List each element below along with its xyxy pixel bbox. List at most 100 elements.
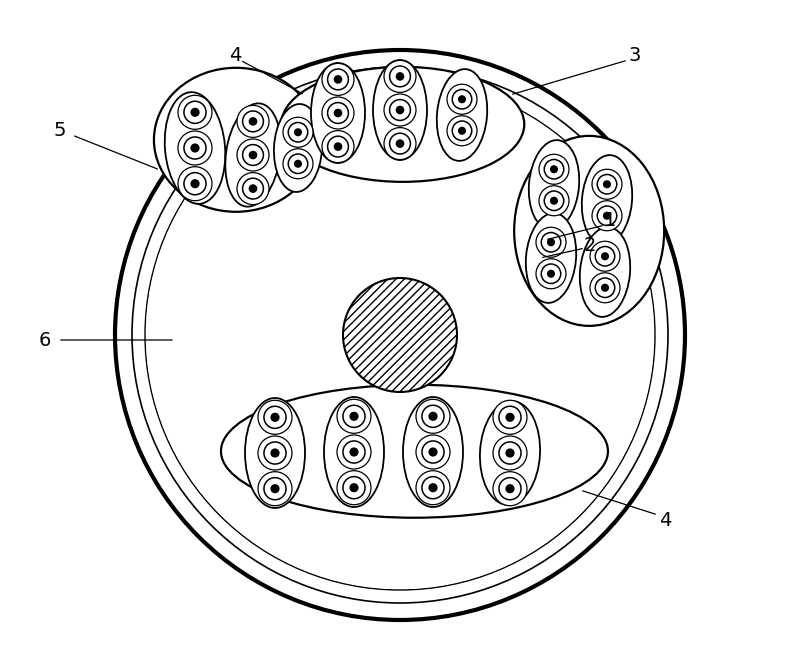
Ellipse shape [165,92,226,204]
Circle shape [601,284,609,292]
Circle shape [343,405,365,428]
Circle shape [337,399,371,434]
Circle shape [350,448,358,457]
Circle shape [190,143,199,152]
Circle shape [264,406,286,428]
Text: 2: 2 [584,235,596,255]
Circle shape [493,400,527,434]
Circle shape [270,412,279,422]
Circle shape [422,405,444,428]
Circle shape [458,127,466,135]
Circle shape [270,448,279,457]
Circle shape [452,121,472,141]
Circle shape [536,227,566,257]
Circle shape [350,412,358,421]
Circle shape [184,137,206,159]
Ellipse shape [580,227,630,317]
Circle shape [328,103,349,123]
Circle shape [288,123,308,142]
Ellipse shape [311,63,365,163]
Circle shape [493,436,527,470]
Circle shape [603,211,611,220]
Circle shape [184,101,206,123]
Circle shape [145,80,655,590]
Text: 1: 1 [604,210,616,229]
Circle shape [396,105,404,114]
Ellipse shape [245,398,305,508]
Circle shape [390,99,410,121]
Circle shape [249,184,258,193]
Circle shape [447,116,477,146]
Circle shape [334,75,342,84]
Circle shape [499,477,521,500]
Circle shape [322,64,354,95]
Circle shape [429,412,438,421]
Text: 6: 6 [39,330,51,349]
Circle shape [190,107,199,117]
Circle shape [547,238,555,246]
Circle shape [493,471,527,506]
Circle shape [416,471,450,505]
Circle shape [390,66,410,87]
Ellipse shape [403,397,463,507]
Circle shape [249,151,258,159]
Circle shape [270,484,279,493]
Circle shape [590,241,620,271]
Circle shape [242,178,263,199]
Circle shape [384,94,416,126]
Circle shape [458,95,466,103]
Ellipse shape [221,385,608,518]
Circle shape [429,483,438,493]
Ellipse shape [529,140,579,230]
Circle shape [190,179,199,188]
Circle shape [343,278,457,392]
Circle shape [544,191,564,210]
Circle shape [542,233,561,252]
Circle shape [334,109,342,117]
Circle shape [288,154,308,174]
Circle shape [337,435,371,469]
Circle shape [603,180,611,188]
Circle shape [416,399,450,434]
Circle shape [322,131,354,162]
Circle shape [499,406,521,428]
Circle shape [350,483,358,493]
Circle shape [598,174,617,194]
Circle shape [178,166,212,201]
Circle shape [550,197,558,205]
Ellipse shape [282,67,524,182]
Circle shape [544,160,564,179]
Circle shape [322,97,354,129]
Circle shape [592,169,622,200]
Ellipse shape [526,213,576,303]
Circle shape [237,105,269,137]
Circle shape [264,442,286,464]
Ellipse shape [582,155,632,245]
Circle shape [115,50,685,620]
Circle shape [328,136,349,157]
Circle shape [592,201,622,231]
Circle shape [283,149,313,179]
Circle shape [506,412,514,422]
Circle shape [343,441,365,463]
Circle shape [178,95,212,129]
Ellipse shape [226,103,281,207]
Ellipse shape [274,104,322,192]
Circle shape [258,436,292,470]
Ellipse shape [373,60,427,160]
Circle shape [506,484,514,493]
Circle shape [294,160,302,168]
Circle shape [258,471,292,506]
Circle shape [499,442,521,464]
Circle shape [264,477,286,500]
Circle shape [334,143,342,151]
Circle shape [258,400,292,434]
Circle shape [384,60,416,92]
Text: 3: 3 [629,46,641,64]
Circle shape [422,477,444,499]
Circle shape [506,448,514,457]
Circle shape [178,131,212,165]
Circle shape [396,72,404,81]
Circle shape [590,272,620,303]
Circle shape [237,172,269,205]
